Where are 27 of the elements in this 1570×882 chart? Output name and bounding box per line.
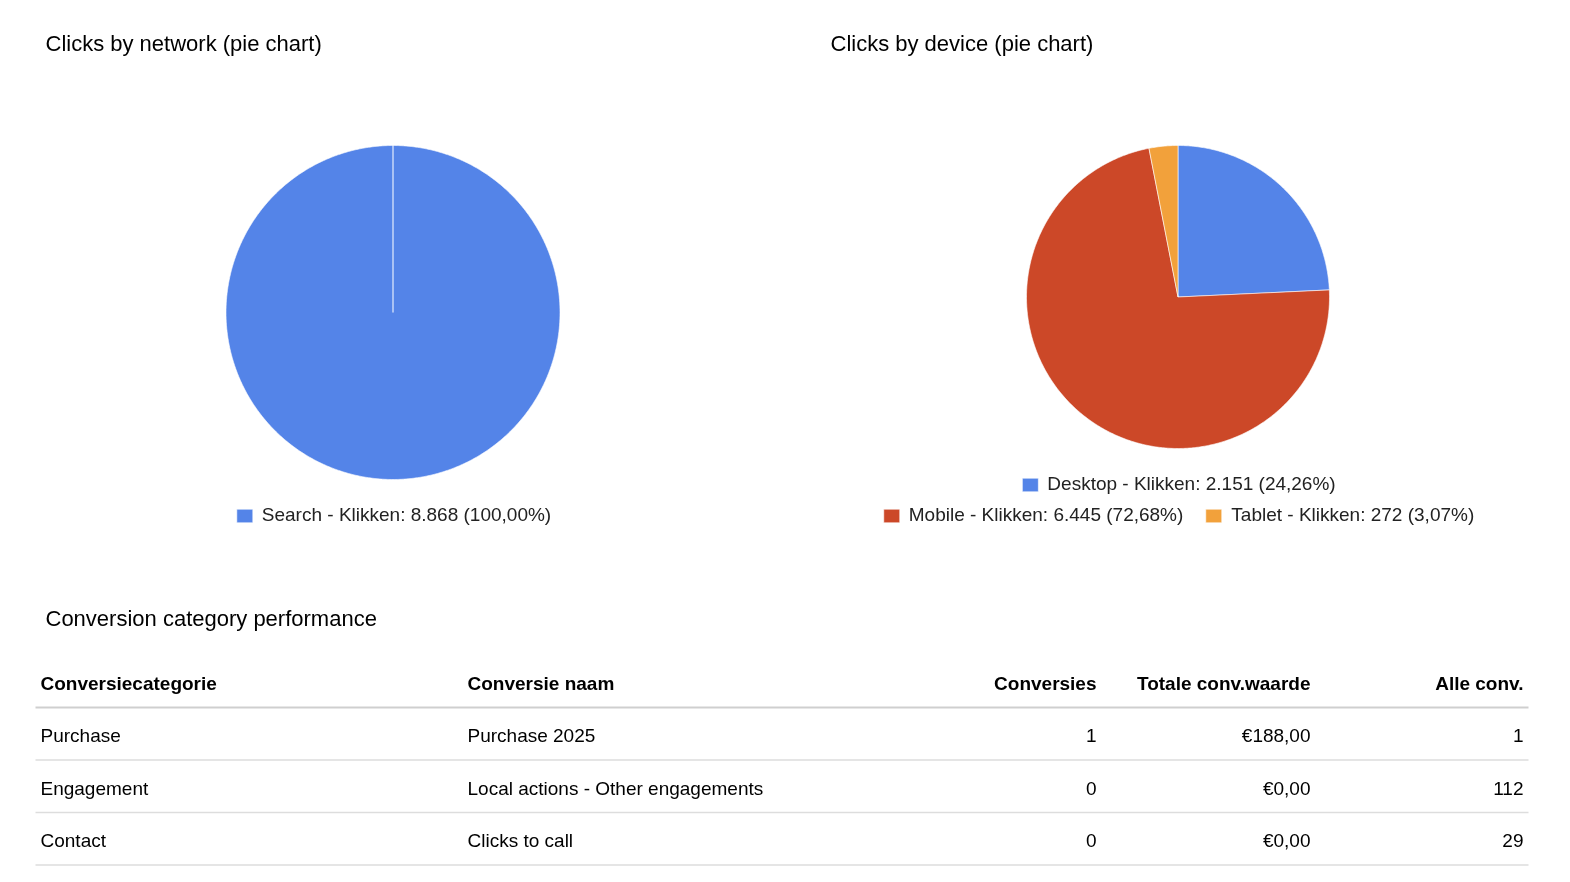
chart-title: Clicks by network (pie chart) [45, 30, 322, 56]
category-label: Conversie naam [467, 673, 615, 694]
text: 29 [1502, 830, 1524, 851]
text: 1 [1512, 725, 1524, 746]
chart-title: Clicks by device (pie chart) [830, 30, 1094, 56]
text: 0 [1085, 830, 1097, 851]
text: Local actions - Other engagements [467, 777, 764, 799]
legend-label: Mobile - Klikken: 6.445 (72,68%) [908, 504, 1184, 526]
category-label: Totale conv.waarde [1136, 673, 1311, 694]
legend-label: Tablet - Klikken: 272 (3,07%) [1231, 504, 1475, 526]
text: Contact [40, 830, 107, 851]
category-label: Alle conv. [1435, 673, 1524, 694]
category-label: Conversies [994, 673, 1097, 694]
text: 1 [1085, 725, 1097, 746]
legend-label: Desktop - Klikken: 2.151 (24,26%) [1047, 473, 1336, 495]
text: 0 [1085, 777, 1097, 799]
text: Purchase [40, 725, 121, 746]
text: €0,00 [1262, 830, 1311, 851]
text: Clicks to call [467, 830, 574, 851]
text: €188,00 [1241, 725, 1311, 746]
text: 112 [1493, 777, 1524, 799]
category-label: Conversiecategorie [40, 673, 217, 694]
text: Conversion category performance [45, 605, 377, 631]
text: Purchase 2025 [467, 725, 596, 746]
text: Engagement [40, 777, 149, 799]
legend-label: Search - Klikken: 8.868 (100,00%) [261, 504, 552, 526]
text: €0,00 [1262, 777, 1311, 799]
